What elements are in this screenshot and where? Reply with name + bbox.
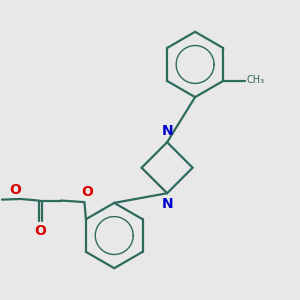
Text: N: N — [162, 197, 173, 211]
Text: O: O — [34, 224, 46, 239]
Text: O: O — [10, 182, 22, 197]
Text: N: N — [162, 124, 173, 138]
Text: O: O — [81, 185, 93, 199]
Text: CH₃: CH₃ — [246, 75, 264, 85]
